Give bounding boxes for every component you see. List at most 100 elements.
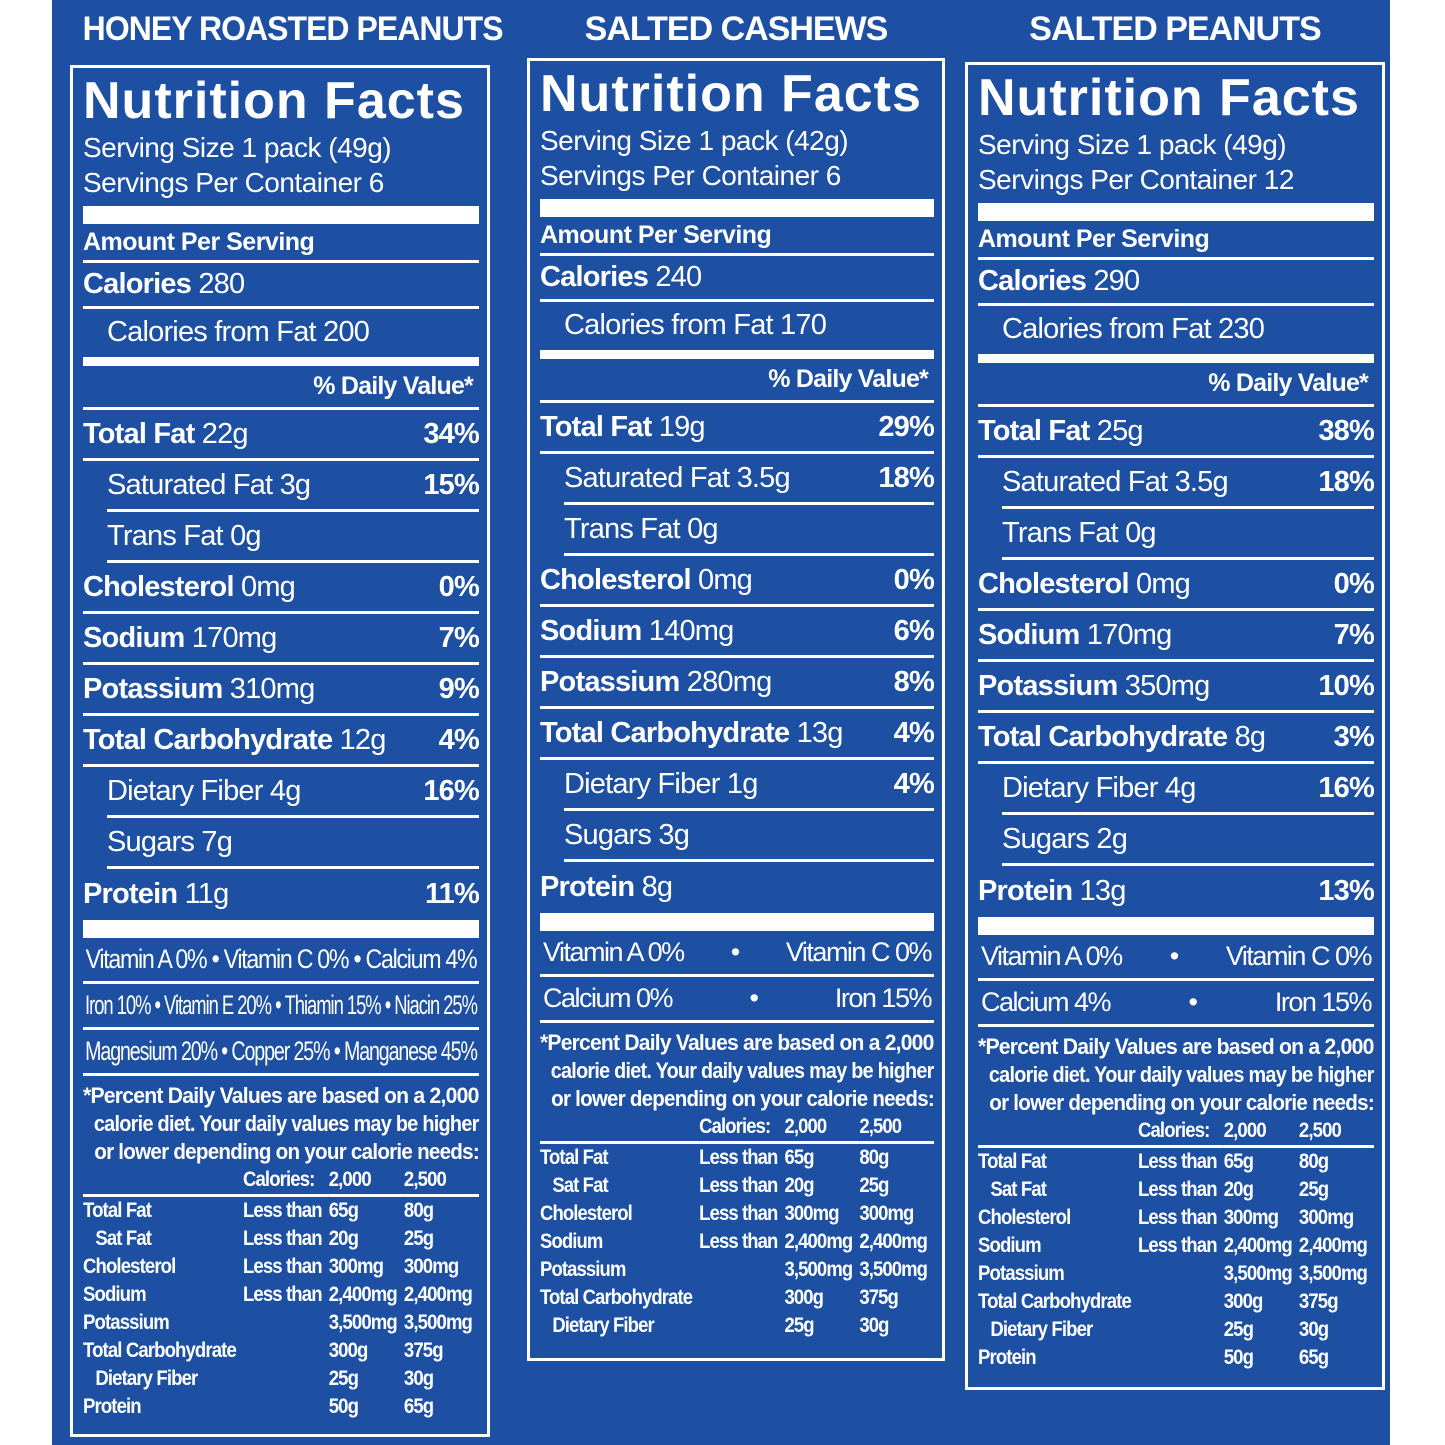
servings-per-container: Servings Per Container 12 <box>978 164 1294 195</box>
table-cell: 3,500mg <box>328 1311 398 1334</box>
nutrient-text: Sodium 170mg <box>978 619 1172 652</box>
table-row: Total Carbohydrate 300g 375g <box>540 1284 934 1312</box>
divider <box>978 917 1374 935</box>
nutrient-daily-value: 11% <box>424 878 480 910</box>
table-header: Calories: 2,000 2,500 <box>978 1117 1375 1148</box>
nutrient-daily-value: 18% <box>1318 465 1374 498</box>
nutrient-daily-value: 7% <box>1333 618 1375 651</box>
nutrient-amount: 22g <box>201 417 249 450</box>
nutrient-daily-value: 8% <box>893 665 935 698</box>
divider <box>83 206 479 224</box>
table-cell: 30g <box>403 1367 434 1390</box>
table-cell: 300mg <box>403 1255 459 1278</box>
nutrient-name: Potassium <box>540 665 680 698</box>
nutrient-daily-value: 10% <box>1318 669 1374 702</box>
table-header-cell <box>978 1117 1138 1148</box>
nutrient-row: Total Fat 25g 38% <box>978 407 1375 458</box>
vitamin-value: Vitamin A 0% <box>981 941 1123 971</box>
table-cell: Sodium <box>540 1230 603 1253</box>
nutrient-name: Total Carbohydrate <box>83 723 333 756</box>
nutrition-facts-heading: Nutrition Facts <box>540 65 922 123</box>
nutrient-amount: 12g <box>339 723 387 756</box>
table-cell: 50g <box>1223 1346 1254 1369</box>
calories-text: Calories 290 <box>978 265 1140 298</box>
nutrient-amount: 3.5g <box>736 461 791 494</box>
nutrient-row: Sodium 140mg 6% <box>540 607 935 658</box>
table-row: Cholesterol Less than 300mg 300mg <box>978 1204 1374 1232</box>
nutrient-daily-value: 9% <box>438 672 480 705</box>
nutrient-amount: 1g <box>726 767 758 800</box>
table-row: Sat Fat Less than 20g 25g <box>83 1225 479 1253</box>
table-header-cell <box>83 1166 243 1197</box>
nutrition-facts-panel: Nutrition Facts Serving Size 1 pack (49g)… <box>70 65 490 1437</box>
nutrient-name: Cholesterol <box>978 567 1130 600</box>
nutrient-text: Sugars 7g <box>107 825 233 859</box>
table-cell: Cholesterol <box>978 1206 1071 1229</box>
table-row: Sodium Less than 2,400mg 2,400mg <box>540 1228 934 1256</box>
nutrient-amount: 2g <box>1096 822 1128 855</box>
table-cell: Less than <box>699 1146 778 1169</box>
nutrient-name: Total Fat <box>540 410 652 443</box>
table-cell: Protein <box>83 1395 142 1418</box>
table-cell: Sat Fat <box>552 1174 608 1197</box>
table-cell: 2,400mg <box>859 1230 928 1253</box>
calories-value: 290 <box>1093 265 1140 297</box>
servings-per-container: Servings Per Container 6 <box>540 160 841 191</box>
nutrient-amount: 3.5g <box>1174 465 1229 498</box>
table-cell: 20g <box>328 1227 359 1250</box>
nutrient-name: Sugars <box>107 825 195 858</box>
nutrient-daily-value: 4% <box>893 767 935 800</box>
nutrient-row: Sugars 2g <box>1002 815 1374 866</box>
table-row: Potassium 3,500mg 3,500mg <box>83 1309 479 1337</box>
amount-per-serving: Amount Per Serving <box>83 224 479 263</box>
bullet-icon: • <box>154 990 161 1020</box>
nutrient-name: Trans Fat <box>1002 516 1119 549</box>
table-row: Protein 50g 65g <box>978 1344 1374 1372</box>
nutrient-amount: 0g <box>687 512 718 545</box>
nutrient-daily-value: 18% <box>878 461 934 494</box>
nutrient-amount: 0mg <box>241 570 296 603</box>
table-header-cell: Calories: <box>699 1113 785 1144</box>
table-row: Potassium 3,500mg 3,500mg <box>540 1256 934 1284</box>
calories-value: 240 <box>655 261 702 293</box>
nutrient-amount: 4g <box>1164 771 1196 804</box>
divider <box>83 920 479 938</box>
nutrient-row: Saturated Fat 3.5g 18% <box>564 454 935 505</box>
table-cell <box>699 1312 784 1340</box>
bullet-icon: • <box>353 944 361 974</box>
calories-row: Calories 290 <box>978 260 1374 306</box>
nutrient-name: Dietary Fiber <box>1002 771 1158 804</box>
nutrient-text: Cholesterol 0mg <box>83 570 296 604</box>
nutrient-row: Dietary Fiber 4g 16% <box>1002 764 1375 815</box>
vitamin-value: Calcium 4% <box>981 987 1112 1017</box>
table-cell: 65g <box>328 1199 359 1222</box>
table-cell: 300mg <box>784 1202 840 1225</box>
nutrient-name: Protein <box>978 875 1073 907</box>
table-cell: Sodium <box>83 1283 147 1306</box>
bullet-icon: • <box>730 937 740 967</box>
vitamin-value: Calcium 4% <box>365 944 478 974</box>
vitamin-value: Iron 15% <box>1274 987 1373 1017</box>
table-row: Cholesterol Less than 300mg 300mg <box>540 1200 934 1228</box>
table-cell: Total Fat <box>540 1146 609 1169</box>
amount-per-serving: Amount Per Serving <box>978 221 1374 260</box>
table-cell: 25g <box>859 1174 889 1197</box>
table-cell: Dietary Fiber <box>990 1318 1093 1341</box>
table-cell: 300mg <box>1298 1206 1354 1229</box>
nutrient-text: Trans Fat 0g <box>1002 516 1157 550</box>
product-title: HONEY ROASTED PEANUTS <box>82 10 504 48</box>
nutrient-text: Cholesterol 0mg <box>978 567 1191 601</box>
nutrient-text: Total Carbohydrate 8g <box>978 721 1266 754</box>
vitamin-value: Vitamin C 0% <box>785 937 933 967</box>
nutrient-amount: 0mg <box>1136 567 1191 600</box>
nutrient-row: Trans Fat 0g <box>107 512 479 563</box>
nutrient-text: Saturated Fat 3.5g <box>564 461 791 495</box>
footnote-line: calorie diet. Your daily values may be h… <box>93 1111 480 1136</box>
nutrient-text: Trans Fat 0g <box>107 520 262 553</box>
vitamin-value: Calcium 0% <box>543 983 674 1013</box>
vitamin-value: Niacin 25% <box>394 990 478 1020</box>
nutrient-text: Total Fat 19g <box>540 410 706 444</box>
table-cell: 30g <box>859 1314 889 1337</box>
serving-size: Serving Size 1 pack (42g) <box>540 125 849 156</box>
divider <box>978 354 1374 363</box>
